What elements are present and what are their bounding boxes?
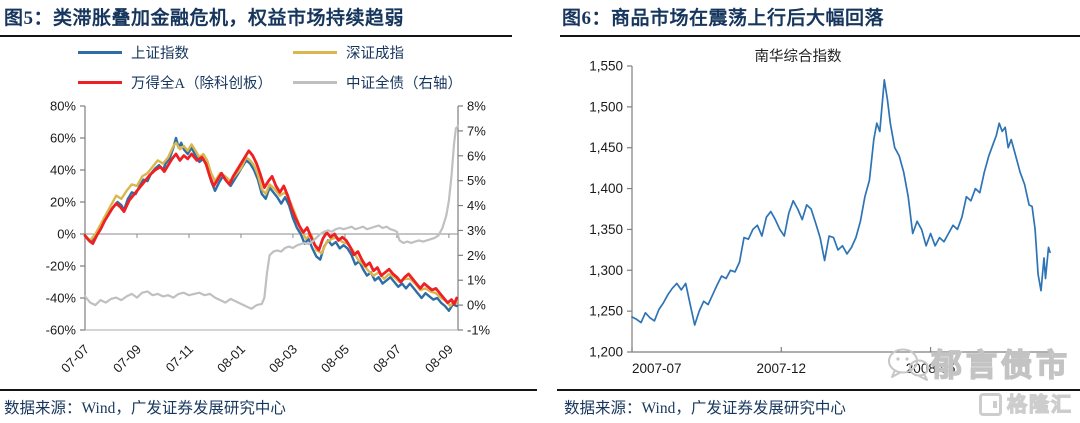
fig5-right-tick-label: -1% <box>467 323 491 338</box>
legend-item-0: 上证指数 <box>78 42 293 63</box>
figure6-source: 数据来源：Wind，广发证券发展研究中心 <box>564 400 846 417</box>
fig5-right-tick-label: 0% <box>467 298 486 313</box>
legend-item-3: 中证全债（右轴） <box>293 72 462 93</box>
legend-label-0: 上证指数 <box>131 46 189 62</box>
fig6-x-tick-label: 2007-07 <box>632 361 682 376</box>
fig5-right-tick-label: 6% <box>467 148 486 163</box>
fig5-series-2 <box>83 149 459 306</box>
figure5-footer-rule <box>0 389 537 391</box>
fig5-x-tick-label: 08-03 <box>266 342 300 376</box>
fig5-x-tick-label: 07-07 <box>58 342 92 376</box>
figure5-title: 图5：类滞胀叠加金融危机，权益市场持续趋弱 <box>4 3 404 30</box>
figure6-title: 图6：商品市场在震荡上行后大幅回落 <box>562 3 884 30</box>
figure6-title-text: 商品市场在震荡上行后大幅回落 <box>611 8 885 29</box>
fig5-right-tick-label: 2% <box>467 248 486 263</box>
legend-item-1: 深证成指 <box>293 42 462 63</box>
yuyan-watermark-text: 郁言债市 <box>930 347 1071 383</box>
figure6-tag: 图6： <box>562 8 612 29</box>
fig6-y-tick-label: 1,550 <box>589 59 623 74</box>
fig6-y-tick-label: 1,200 <box>589 345 623 360</box>
fig5-left-tick-label: -60% <box>46 323 77 338</box>
fig5-right-tick-label: 8% <box>467 99 486 114</box>
figure5-tag: 图5： <box>4 8 54 29</box>
fig5-right-tick-label: 7% <box>467 123 486 138</box>
fig5-right-tick-label: 4% <box>467 198 486 213</box>
fig6-y-tick-label: 1,250 <box>589 304 623 319</box>
legend-label-3: 中证全债（右轴） <box>346 76 462 92</box>
fig5-x-tick-label: 08-05 <box>318 342 352 376</box>
fig5-x-tick-label: 07-09 <box>110 342 144 376</box>
fig5-left-tick-label: -40% <box>46 291 77 306</box>
legend-swatch-0 <box>78 50 122 55</box>
fig6-y-tick-label: 1,500 <box>589 99 623 114</box>
figure5-panel: 图5：类滞胀叠加金融危机，权益市场持续趋弱 上证指数 深证成指万得全A（除科创板）… <box>0 3 537 417</box>
fig6-y-tick-label: 1,400 <box>589 181 623 196</box>
fig5-right-tick-label: 5% <box>467 173 486 188</box>
legend-item-2: 万得全A（除科创板） <box>78 72 293 93</box>
figure5-chart: 80% 60% 40% 20% 0% -20% -40% -60% 8% 7% 6% 5% 4% 3% 2%… <box>46 99 491 376</box>
fig5-left-tick-label: 80% <box>50 99 76 114</box>
fig5-left-tick-label: 0% <box>57 227 76 242</box>
figure6-title-underline <box>560 35 1080 37</box>
legend-label-1: 深证成指 <box>346 46 404 62</box>
figure6-footer-rule <box>557 389 1080 391</box>
gelonghui-logo-text: 格隆汇 <box>1006 393 1073 416</box>
fig5-left-tick-label: 60% <box>50 131 76 146</box>
figure5-title-text: 类滞胀叠加金融危机，权益市场持续趋弱 <box>53 8 405 29</box>
yuyan-watermark: 郁言债市 <box>886 346 1071 384</box>
figure5-source: 数据来源：Wind，广发证券发展研究中心 <box>4 400 286 417</box>
fig5-left-tick-label: 40% <box>50 163 76 178</box>
gelonghui-logo-icon <box>979 393 1002 416</box>
fig5-right-tick-label: 3% <box>467 223 486 238</box>
fig5-series-1 <box>83 141 458 308</box>
figure5-title-underline <box>0 35 512 37</box>
figure6-chart: 1,550 1,500 1,450 1,400 1,350 1,300 1,250 1,200… <box>589 48 1051 376</box>
fig5-right-tick-label: 1% <box>467 273 486 288</box>
fig6-x-tick-label: 2008-05 <box>906 361 956 376</box>
legend-swatch-1 <box>293 50 337 55</box>
fig5-series-0 <box>83 136 458 312</box>
fig5-x-tick-label: 08-09 <box>422 342 456 376</box>
fig6-y-tick-label: 1,350 <box>589 222 623 237</box>
fig6-y-tick-label: 1,300 <box>589 263 623 278</box>
gelonghui-logo: 格隆汇 <box>979 393 1073 416</box>
figure5-legend: 上证指数 深证成指万得全A（除科创板） 中证全债（右轴） <box>78 42 462 93</box>
fig5-series-3 <box>83 124 460 310</box>
fig6-series-label: 南华综合指数 <box>755 48 842 65</box>
fig5-x-tick-label: 08-01 <box>214 342 248 376</box>
fig6-x-tick-label: 2007-12 <box>757 361 807 376</box>
legend-swatch-3 <box>293 80 337 85</box>
fig5-left-tick-label: 20% <box>50 195 76 210</box>
wechat-bubbles-icon <box>888 348 929 381</box>
fig5-x-tick-label: 08-07 <box>370 342 404 376</box>
legend-label-2: 万得全A（除科创板） <box>131 76 272 92</box>
legend-swatch-2 <box>78 80 122 85</box>
fig6-series-0 <box>631 79 1051 326</box>
fig5-left-tick-label: -20% <box>46 259 77 274</box>
fig5-x-tick-label: 07-11 <box>163 342 196 375</box>
fig6-y-tick-label: 1,450 <box>589 140 623 155</box>
figure6-panel: 图6：商品市场在震荡上行后大幅回落 1,550 1,500 1,450 1,400 1,… <box>540 0 1080 423</box>
